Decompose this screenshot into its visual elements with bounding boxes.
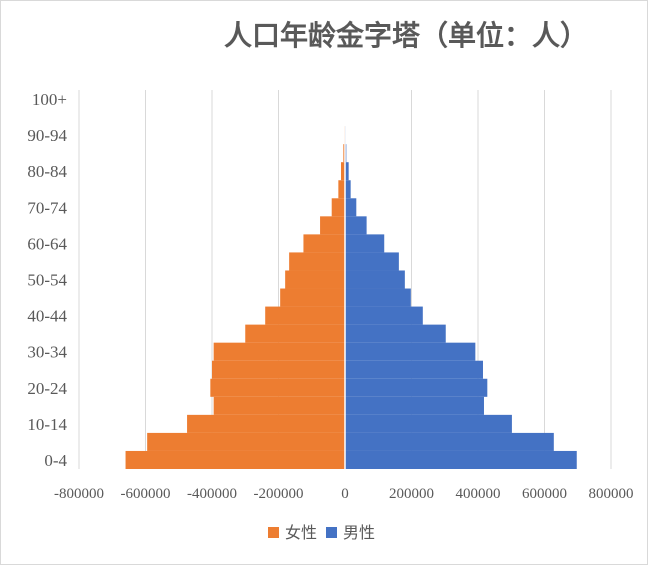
bar-male-40-44	[345, 306, 423, 325]
x-tick-label-6: 400000	[456, 486, 501, 502]
bar-male-65-69	[345, 216, 367, 235]
x-tick-label-4: 0	[341, 486, 349, 502]
chart-title: 人口年龄金字塔（单位：人）	[224, 19, 588, 52]
bar-male-75-79	[345, 180, 351, 199]
bar-male-30-34	[345, 342, 476, 361]
y-tick-label-30-34: 30-34	[27, 343, 67, 362]
x-tick-label-5: 200000	[389, 486, 434, 502]
bar-male-10-14	[345, 414, 512, 433]
y-tick-label-60-64: 60-64	[27, 234, 67, 253]
y-tick-label-50-54: 50-54	[27, 271, 67, 290]
y-tick-label-0-4: 0-4	[44, 451, 67, 470]
x-tick-label-7: 600000	[522, 486, 567, 502]
x-axis-tick-labels: -800000 -600000 -400000 -200000 0 200000 40000…	[54, 486, 634, 502]
bar-male-0-4	[345, 450, 577, 469]
bar-female-80-84	[341, 162, 345, 181]
legend-label-male: 男性	[343, 523, 375, 542]
bar-female-5-9	[147, 432, 345, 451]
bar-male-70-74	[345, 198, 357, 217]
y-tick-label-10-14: 10-14	[27, 415, 67, 434]
y-tick-label-40-44: 40-44	[27, 307, 67, 326]
bar-male-80-84	[345, 162, 349, 181]
bar-female-50-54	[285, 270, 345, 289]
bar-female-45-49	[280, 288, 345, 307]
bar-female-35-39	[245, 324, 345, 343]
legend: 女性 男性	[268, 523, 375, 542]
y-tick-label-80-84: 80-84	[27, 162, 67, 181]
bar-female-10-14	[187, 414, 345, 433]
legend-swatch-male	[326, 527, 337, 538]
bar-male-50-54	[345, 270, 405, 289]
bar-female-70-74	[331, 198, 345, 217]
x-tick-label-1: -600000	[121, 486, 171, 502]
bar-male-55-59	[345, 252, 399, 271]
bar-male-5-9	[345, 432, 554, 451]
y-tick-label-20-24: 20-24	[27, 379, 67, 398]
bar-female-15-19	[213, 396, 345, 415]
bar-female-40-44	[265, 306, 345, 325]
y-tick-label-100+: 100+	[32, 90, 67, 109]
bar-male-15-19	[345, 396, 484, 415]
legend-swatch-female	[268, 527, 279, 538]
bar-female-20-24	[210, 378, 345, 397]
bar-female-75-79	[338, 180, 345, 199]
bar-female-60-64	[303, 234, 345, 253]
bars	[125, 90, 577, 469]
x-tick-label-8: 800000	[589, 486, 634, 502]
bar-male-45-49	[345, 288, 411, 307]
y-tick-label-90-94: 90-94	[27, 126, 67, 145]
y-axis-tick-labels: 0-4 10-14 20-24 30-34 40-44 50-54 60-64 70-74 80…	[27, 90, 67, 470]
x-tick-label-0: -800000	[54, 486, 104, 502]
x-tick-label-3: -200000	[254, 486, 304, 502]
bar-female-0-4	[125, 450, 345, 469]
bar-female-85-89	[343, 144, 345, 163]
bar-female-25-29	[212, 360, 345, 379]
bar-female-55-59	[289, 252, 345, 271]
bar-male-25-29	[345, 360, 483, 379]
x-tick-label-2: -400000	[187, 486, 237, 502]
y-tick-label-70-74: 70-74	[27, 198, 67, 217]
legend-label-female: 女性	[285, 523, 317, 542]
bar-male-35-39	[345, 324, 446, 343]
bar-female-30-34	[213, 342, 345, 361]
bar-female-65-69	[320, 216, 345, 235]
bar-male-60-64	[345, 234, 385, 253]
bar-male-20-24	[345, 378, 488, 397]
